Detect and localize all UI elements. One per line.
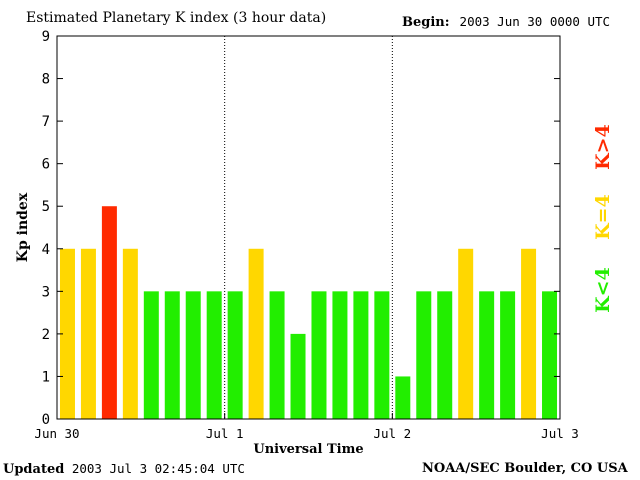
kp-bar	[542, 291, 558, 419]
kp-bar	[101, 206, 117, 419]
y-tick-label: 6	[42, 157, 50, 173]
y-tick-label: 8	[42, 72, 50, 88]
kp-bar	[227, 291, 243, 419]
y-tick-label: 2	[42, 327, 50, 343]
begin-value: 2003 Jun 30 0000 UTC	[459, 14, 611, 29]
kp-bar	[164, 291, 180, 419]
kp-bar	[353, 291, 369, 419]
y-tick-label: 4	[42, 242, 50, 258]
updated-label: Updated	[3, 462, 65, 477]
kp-bar	[395, 376, 411, 419]
kp-bar	[59, 248, 75, 419]
begin-label: Begin:	[402, 15, 450, 30]
kp-bar	[332, 291, 348, 419]
kp-bar	[479, 291, 495, 419]
plot-frame	[56, 35, 561, 420]
y-tick-label: 5	[42, 199, 50, 215]
x-tick-label: Jul 2	[374, 426, 412, 441]
x-axis-label: Universal Time	[253, 442, 363, 457]
kp-bar	[290, 333, 306, 419]
legend-label: K<4	[592, 267, 614, 313]
updated-info: Updated 2003 Jul 3 02:45:04 UTC	[3, 461, 245, 477]
legend-label: K=4	[592, 194, 614, 240]
x-tick-label: Jul 1	[206, 426, 244, 441]
kp-bar	[416, 291, 432, 419]
kp-bar	[269, 291, 285, 419]
legend-label: K>4	[592, 124, 614, 170]
kp-bar	[143, 291, 159, 419]
kp-bar	[206, 291, 222, 419]
y-tick-label: 0	[42, 412, 50, 428]
kp-bar	[311, 291, 327, 419]
chart-title: Estimated Planetary K index (3 hour data…	[26, 10, 327, 26]
kp-bar	[248, 248, 264, 419]
kp-bar	[458, 248, 474, 419]
kp-bar	[500, 291, 516, 419]
y-tick-label: 9	[42, 29, 50, 45]
kp-bar	[437, 291, 453, 419]
x-tick-label: Jun 30	[34, 426, 79, 441]
y-tick-label: 1	[42, 369, 50, 385]
kp-bar	[80, 248, 96, 419]
kp-bar	[521, 248, 537, 419]
kp-bar	[122, 248, 138, 419]
y-tick-label: 3	[42, 284, 50, 300]
x-tick-label: Jul 3	[541, 426, 579, 441]
y-axis-label: Kp index	[15, 192, 31, 262]
kp-bar	[185, 291, 201, 419]
begin-info: Begin: 2003 Jun 30 0000 UTC	[402, 14, 610, 30]
source-credit: NOAA/SEC Boulder, CO USA	[422, 461, 628, 476]
kp-bar	[374, 291, 390, 419]
kp-index-chart: 0 1 2 3 4 5 6 7 8 9 Jun 30 Jul 1 Jul 2 Jul 3 Universal…	[15, 29, 614, 457]
updated-value: 2003 Jul 3 02:45:04 UTC	[71, 461, 245, 476]
y-tick-label: 7	[42, 114, 50, 130]
